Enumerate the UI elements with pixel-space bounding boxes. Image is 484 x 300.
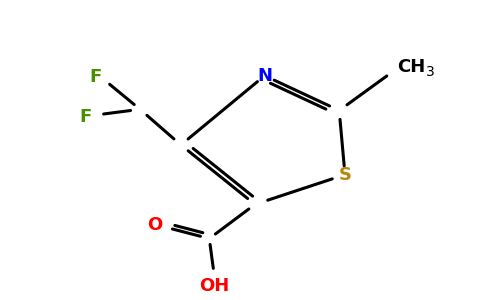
Text: O: O bbox=[147, 216, 163, 234]
Text: N: N bbox=[257, 67, 272, 85]
Text: F: F bbox=[89, 68, 101, 85]
Text: S: S bbox=[338, 166, 351, 184]
Text: 3: 3 bbox=[426, 65, 435, 79]
Text: CH: CH bbox=[397, 58, 425, 76]
Text: F: F bbox=[79, 108, 92, 126]
Text: OH: OH bbox=[199, 277, 229, 295]
